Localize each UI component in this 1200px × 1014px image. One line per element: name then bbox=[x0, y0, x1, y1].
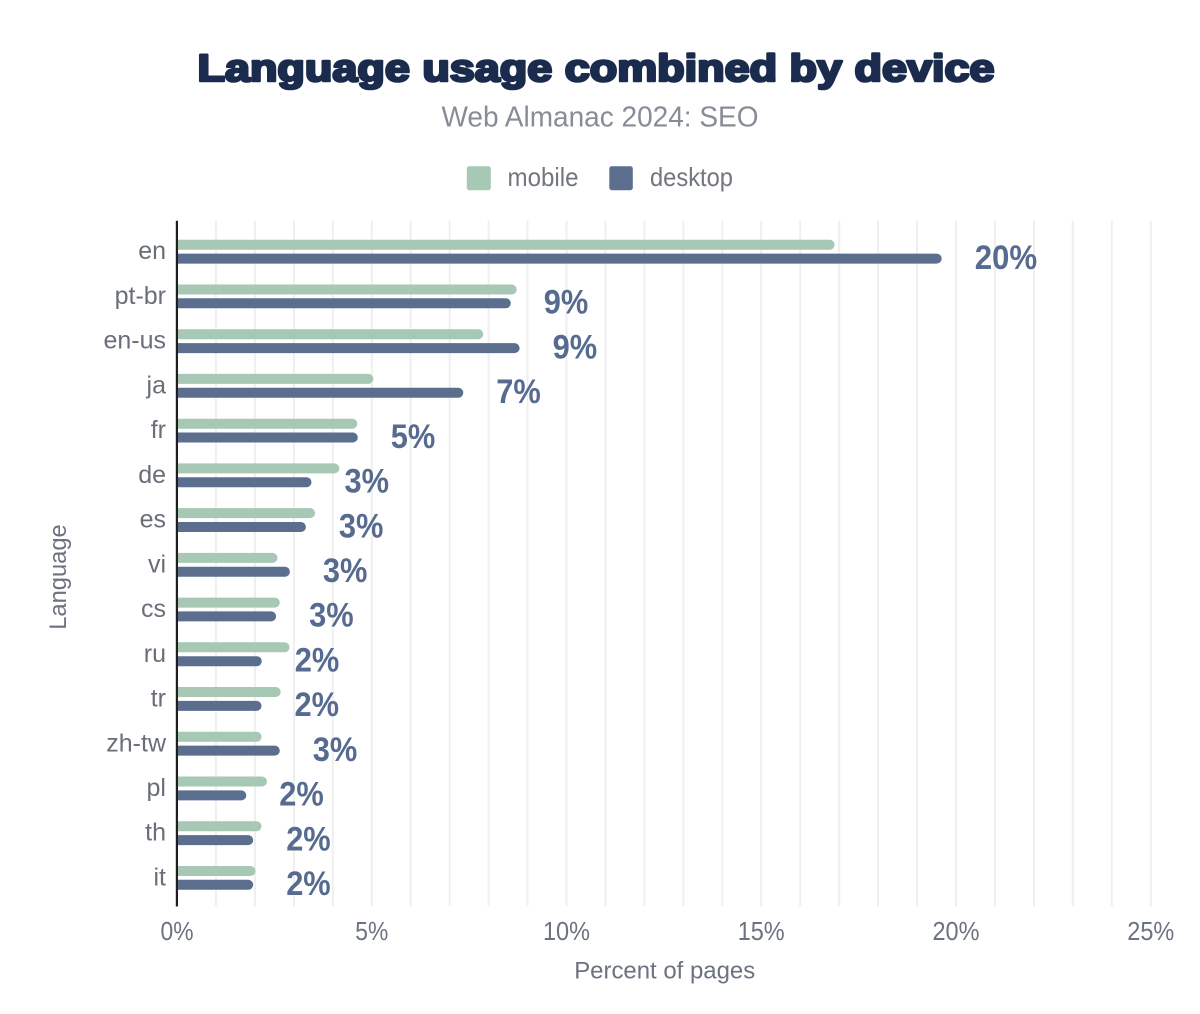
svg-text:15%: 15% bbox=[738, 916, 785, 946]
svg-text:fr: fr bbox=[151, 416, 166, 444]
svg-text:cs: cs bbox=[141, 595, 166, 623]
svg-text:2%: 2% bbox=[286, 865, 331, 903]
svg-text:10%: 10% bbox=[543, 916, 590, 946]
svg-text:pl: pl bbox=[147, 774, 166, 802]
svg-text:it: it bbox=[154, 864, 167, 892]
svg-text:5%: 5% bbox=[391, 418, 436, 456]
svg-text:th: th bbox=[145, 819, 166, 847]
svg-text:Language usage combined by dev: Language usage combined by device bbox=[198, 48, 995, 90]
svg-text:3%: 3% bbox=[313, 731, 358, 769]
svg-text:5%: 5% bbox=[355, 916, 388, 946]
svg-text:en-us: en-us bbox=[103, 327, 166, 355]
svg-text:vi: vi bbox=[148, 550, 166, 578]
svg-text:0%: 0% bbox=[161, 916, 194, 946]
svg-text:Percent of pages: Percent of pages bbox=[574, 958, 755, 985]
svg-text:Language: Language bbox=[45, 524, 72, 630]
svg-text:ru: ru bbox=[144, 640, 166, 668]
svg-text:Web Almanac 2024: SEO: Web Almanac 2024: SEO bbox=[442, 101, 759, 133]
svg-text:pt-br: pt-br bbox=[115, 282, 166, 310]
svg-text:3%: 3% bbox=[339, 507, 384, 545]
svg-text:3%: 3% bbox=[309, 597, 354, 635]
svg-text:es: es bbox=[140, 506, 166, 534]
svg-text:20%: 20% bbox=[975, 239, 1037, 277]
svg-text:3%: 3% bbox=[345, 463, 390, 501]
svg-text:25%: 25% bbox=[1127, 916, 1174, 946]
svg-text:2%: 2% bbox=[286, 820, 331, 858]
svg-text:9%: 9% bbox=[544, 284, 589, 322]
svg-text:en: en bbox=[138, 237, 166, 265]
svg-text:2%: 2% bbox=[279, 776, 324, 814]
svg-text:7%: 7% bbox=[496, 373, 541, 411]
svg-text:3%: 3% bbox=[323, 552, 368, 590]
svg-text:mobile: mobile bbox=[508, 162, 579, 192]
svg-text:2%: 2% bbox=[295, 642, 340, 680]
svg-text:9%: 9% bbox=[553, 328, 598, 366]
svg-text:de: de bbox=[138, 461, 166, 489]
svg-text:ja: ja bbox=[146, 371, 167, 399]
svg-text:2%: 2% bbox=[295, 686, 340, 724]
svg-text:20%: 20% bbox=[933, 916, 980, 946]
svg-text:zh-tw: zh-tw bbox=[106, 729, 167, 757]
svg-text:desktop: desktop bbox=[650, 162, 733, 192]
svg-text:tr: tr bbox=[151, 685, 166, 713]
